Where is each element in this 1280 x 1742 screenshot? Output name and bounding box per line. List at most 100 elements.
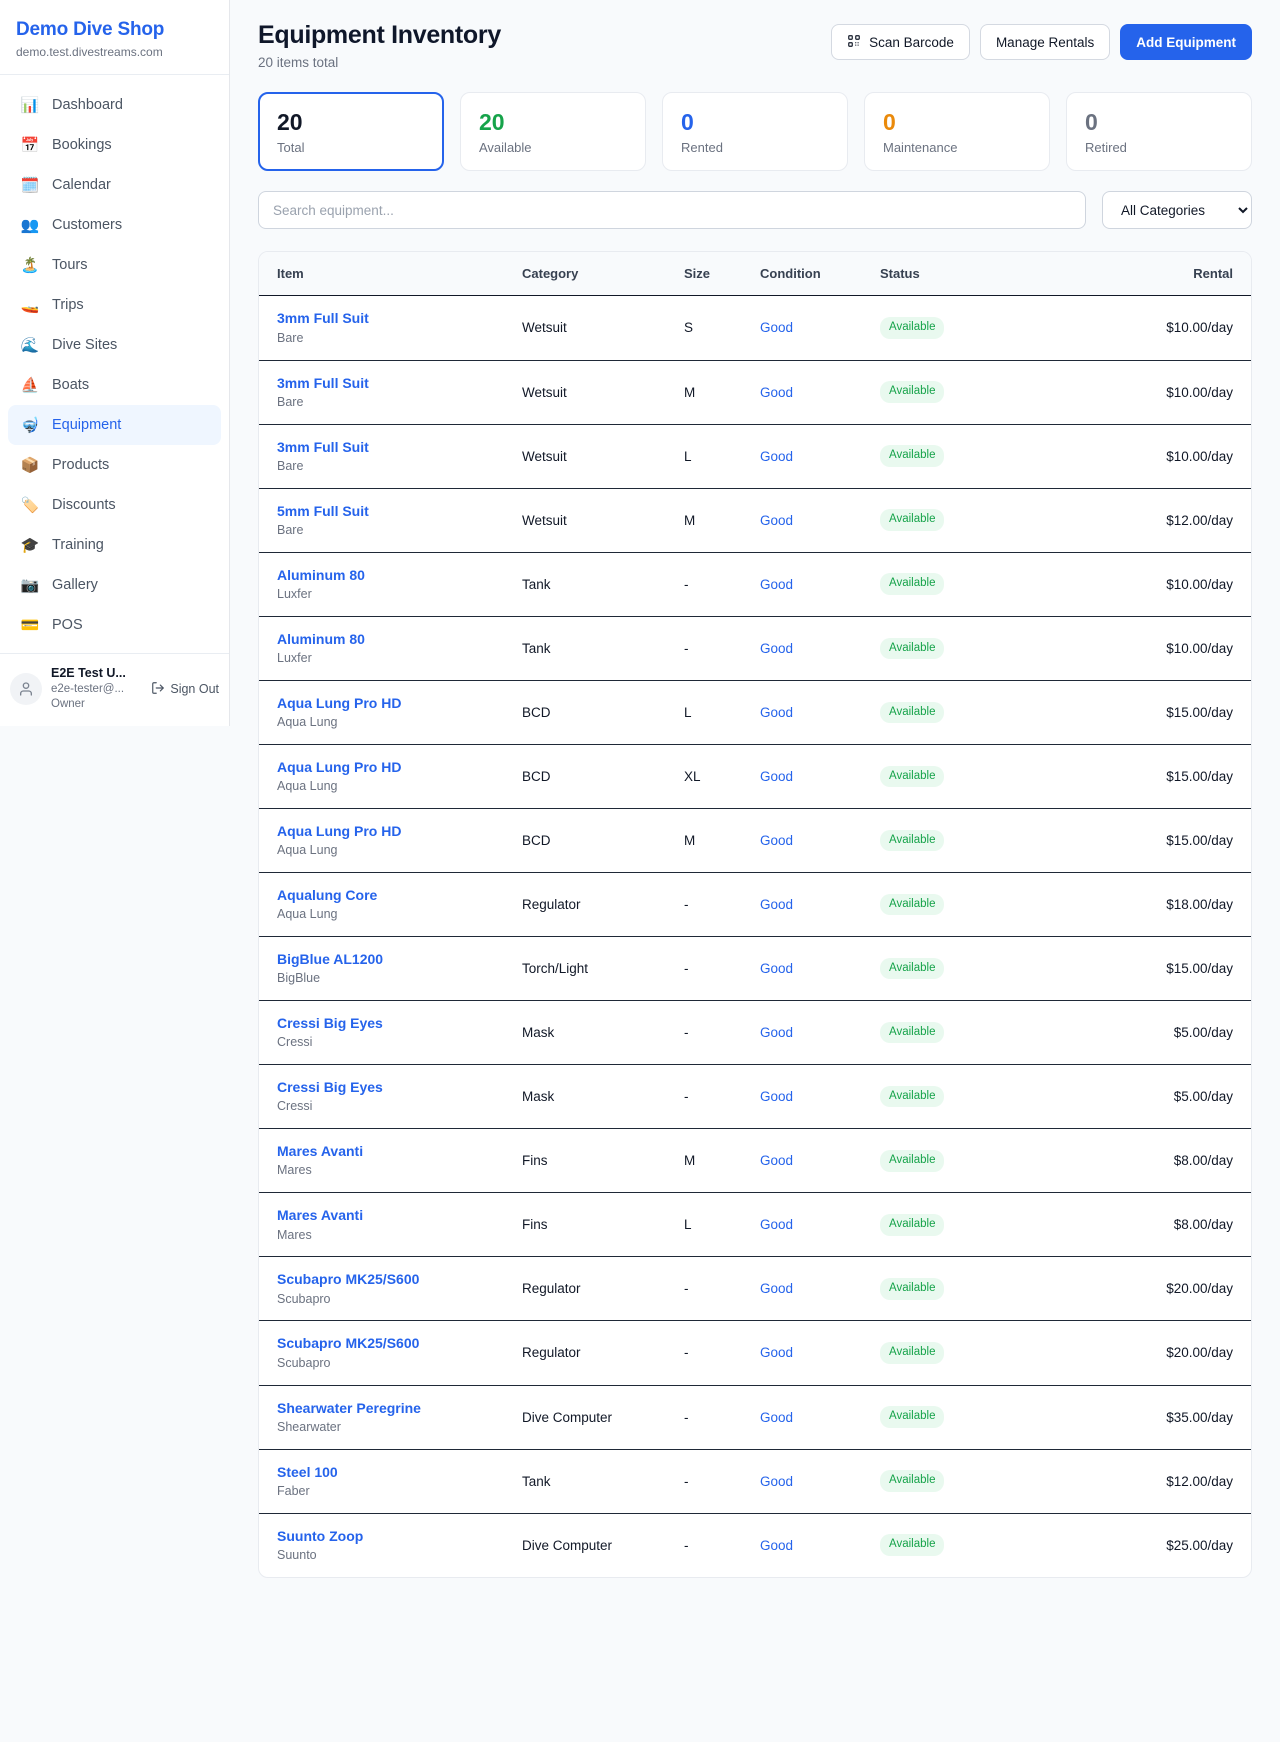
item-link[interactable]: 5mm Full Suit [277,502,369,519]
condition-link[interactable]: Good [760,448,794,464]
table-row[interactable]: BigBlue AL1200 BigBlue Torch/Light - Good Ava… [259,936,1251,1002]
sidebar-item-bookings[interactable]: 📅 Bookings [8,125,221,165]
sidebar-item-dive-sites[interactable]: 🌊 Dive Sites [8,325,221,365]
sidebar-item-training[interactable]: 🎓 Training [8,525,221,565]
condition-link[interactable]: Good [760,320,794,336]
stat-card-retired[interactable]: 0 Retired [1066,92,1252,172]
condition-link[interactable]: Good [760,1409,794,1425]
item-link[interactable]: 3mm Full Suit [277,310,369,327]
column-header-status[interactable]: Status [870,252,1010,297]
scan-barcode-button[interactable]: Scan Barcode [831,24,970,60]
condition-link[interactable]: Good [760,961,794,977]
table-row[interactable]: Aqua Lung Pro HD Aqua Lung BCD XL Good Availa… [259,744,1251,809]
item-link[interactable]: Aluminum 80 [277,566,365,583]
cell-item: Aluminum 80 Luxfer [259,552,512,617]
table-row[interactable]: Cressi Big Eyes Cressi Mask - Good Available $… [259,1064,1251,1130]
item-link[interactable]: Aluminum 80 [277,630,365,647]
item-link[interactable]: Shearwater Peregrine [277,1399,421,1416]
table-row[interactable]: 5mm Full Suit Bare Wetsuit M Good Available $1… [259,488,1251,553]
condition-link[interactable]: Good [760,1025,794,1041]
sidebar-item-boats[interactable]: ⛵ Boats [8,365,221,405]
condition-link[interactable]: Good [760,704,794,720]
cell-status: Available [870,552,1010,617]
table-row[interactable]: Aqua Lung Pro HD Aqua Lung BCD L Good Availab… [259,680,1251,745]
column-header-rental[interactable]: Rental [1010,252,1251,297]
condition-link[interactable]: Good [760,1281,794,1297]
search-input[interactable] [258,191,1086,230]
condition-link[interactable]: Good [760,832,794,848]
sign-out-button[interactable]: Sign Out [151,681,219,698]
item-link[interactable]: 3mm Full Suit [277,438,369,455]
item-link[interactable]: Aqua Lung Pro HD [277,822,402,839]
column-header-category[interactable]: Category [512,252,674,297]
sidebar-item-gallery[interactable]: 📷 Gallery [8,565,221,605]
stat-card-available[interactable]: 20 Available [460,92,646,172]
cell-item: Aluminum 80 Luxfer [259,616,512,681]
stat-card-rented[interactable]: 0 Rented [662,92,848,172]
item-link[interactable]: BigBlue AL1200 [277,951,384,968]
condition-link[interactable]: Good [760,1153,794,1169]
item-link[interactable]: Mares Avanti [277,1143,364,1160]
item-link[interactable]: Steel 100 [277,1463,338,1480]
condition-link[interactable]: Good [760,1345,794,1361]
sidebar-item-dashboard[interactable]: 📊 Dashboard [8,85,221,125]
sidebar-item-trips[interactable]: 🚤 Trips [8,285,221,325]
condition-link[interactable]: Good [760,640,794,656]
table-row[interactable]: Aqualung Core Aqua Lung Regulator - Good Avai… [259,872,1251,938]
item-link[interactable]: Aqualung Core [277,887,378,903]
condition-link[interactable]: Good [760,1537,794,1553]
condition-link[interactable]: Good [760,384,794,400]
condition-link[interactable]: Good [760,1473,794,1489]
sidebar-item-pos[interactable]: 💳 POS [8,605,221,645]
column-header-condition[interactable]: Condition [750,252,870,297]
item-link[interactable]: Cressi Big Eyes [277,1079,383,1096]
stat-card-total[interactable]: 20 Total [258,92,444,172]
cell-category: Regulator [512,1320,674,1386]
item-link[interactable]: Aqua Lung Pro HD [277,758,402,775]
table-row[interactable]: Aluminum 80 Luxfer Tank - Good Available $10.0… [259,616,1251,681]
item-link[interactable]: Cressi Big Eyes [277,1015,383,1032]
sidebar-item-equipment[interactable]: 🤿 Equipment [8,405,221,446]
manage-rentals-button[interactable]: Manage Rentals [979,24,1111,60]
item-link[interactable]: Scubapro MK25/S600 [277,1271,420,1288]
stat-card-maintenance[interactable]: 0 Maintenance [864,92,1050,172]
sidebar-item-products[interactable]: 📦 Products [8,445,221,485]
add-equipment-button[interactable]: Add Equipment [1120,24,1252,60]
sidebar-item-tours[interactable]: 🏝️ Tours [8,245,221,285]
table-row[interactable]: Shearwater Peregrine Shearwater Dive Compu… [259,1385,1251,1450]
item-link[interactable]: Scubapro MK25/S600 [277,1335,420,1352]
condition-link[interactable]: Good [760,768,794,784]
item-link[interactable]: Suunto Zoop [277,1527,364,1544]
condition-link[interactable]: Good [760,576,794,592]
item-link[interactable]: 3mm Full Suit [277,374,369,391]
table-row[interactable]: 3mm Full Suit Bare Wetsuit S Good Available $1… [259,295,1251,361]
column-header-item[interactable]: Item [259,252,512,297]
table-row[interactable]: Aluminum 80 Luxfer Tank - Good Available $10.0… [259,552,1251,617]
status-badge: Available [880,381,945,403]
sidebar-item-discounts[interactable]: 🏷️ Discounts [8,485,221,525]
condition-link[interactable]: Good [760,1217,794,1233]
condition-link[interactable]: Good [760,897,794,913]
brand-block[interactable]: Demo Dive Shop demo.test.divestreams.com [0,0,229,76]
item-link[interactable]: Aqua Lung Pro HD [277,694,402,711]
table-row[interactable]: Steel 100 Faber Tank - Good Available $12.00/d… [259,1449,1251,1514]
item-link[interactable]: Mares Avanti [277,1207,364,1224]
sidebar-item-calendar[interactable]: 🗓️ Calendar [8,165,221,205]
condition-link[interactable]: Good [760,512,794,528]
sidebar-item-label: Dashboard [52,97,123,114]
table-row[interactable]: 3mm Full Suit Bare Wetsuit M Good Available $1… [259,360,1251,425]
column-header-size[interactable]: Size [674,252,750,297]
category-select[interactable]: All Categories [1102,191,1252,230]
table-row[interactable]: Scubapro MK25/S600 Scubapro Regulator - Good… [259,1320,1251,1386]
table-row[interactable]: Mares Avanti Mares Fins M Good Available $8.00… [259,1128,1251,1194]
table-row[interactable]: Cressi Big Eyes Cressi Mask - Good Available $… [259,1000,1251,1066]
table-row[interactable]: Scubapro MK25/S600 Scubapro Regulator - Good… [259,1256,1251,1322]
table-row[interactable]: Aqua Lung Pro HD Aqua Lung BCD M Good Availab… [259,808,1251,874]
cell-rental: $10.00/day [1010,360,1251,425]
condition-link[interactable]: Good [760,1089,794,1105]
table-row[interactable]: Mares Avanti Mares Fins L Good Available $8.00… [259,1192,1251,1258]
table-row[interactable]: Suunto Zoop Suunto Dive Computer - Good Avail… [259,1513,1251,1577]
table-row[interactable]: 3mm Full Suit Bare Wetsuit L Good Available $1… [259,424,1251,489]
sidebar-item-customers[interactable]: 👥 Customers [8,205,221,245]
cell-status: Available [870,872,1010,938]
